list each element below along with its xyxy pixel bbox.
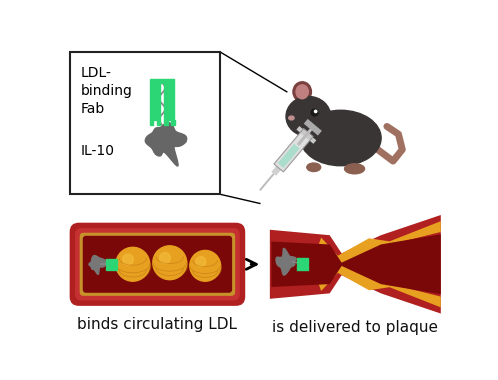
Ellipse shape [345, 164, 365, 174]
Polygon shape [304, 119, 322, 136]
Polygon shape [297, 126, 314, 146]
FancyBboxPatch shape [83, 236, 232, 293]
Ellipse shape [300, 110, 381, 166]
Bar [150, 79, 174, 82]
Ellipse shape [120, 255, 150, 279]
Circle shape [153, 246, 187, 280]
Circle shape [311, 109, 318, 116]
Ellipse shape [293, 82, 311, 102]
Polygon shape [145, 122, 187, 166]
FancyBboxPatch shape [70, 52, 220, 194]
Polygon shape [259, 173, 274, 191]
Polygon shape [270, 215, 441, 314]
FancyBboxPatch shape [70, 223, 245, 306]
Ellipse shape [289, 116, 294, 120]
Polygon shape [276, 249, 296, 275]
Circle shape [123, 254, 133, 265]
Bar [297, 265, 308, 271]
Ellipse shape [157, 253, 188, 277]
Bar [106, 259, 117, 263]
Text: IL-10: IL-10 [81, 144, 115, 158]
Polygon shape [278, 144, 300, 168]
Circle shape [190, 250, 221, 281]
Ellipse shape [296, 85, 308, 99]
Ellipse shape [286, 97, 331, 136]
Bar [164, 82, 174, 120]
Bar [150, 82, 160, 120]
Circle shape [116, 247, 150, 281]
Bar [171, 120, 175, 125]
Text: is delivered to plaque: is delivered to plaque [272, 320, 438, 336]
Circle shape [159, 253, 170, 263]
Text: LDL-
binding
Fab: LDL- binding Fab [81, 66, 132, 116]
Bar [297, 258, 308, 263]
FancyBboxPatch shape [75, 228, 240, 301]
Bar [164, 120, 168, 125]
Circle shape [315, 110, 317, 112]
Bar [106, 265, 117, 270]
Polygon shape [274, 128, 313, 172]
Bar [150, 120, 153, 125]
Polygon shape [271, 234, 441, 294]
Ellipse shape [194, 257, 221, 279]
Polygon shape [271, 166, 281, 176]
Polygon shape [89, 255, 106, 274]
Bar [156, 120, 160, 125]
FancyBboxPatch shape [80, 233, 235, 296]
Polygon shape [296, 126, 316, 144]
Text: binds circulating LDL: binds circulating LDL [77, 317, 238, 332]
Circle shape [196, 256, 206, 266]
Polygon shape [318, 264, 441, 307]
Ellipse shape [307, 163, 321, 171]
Polygon shape [318, 221, 441, 264]
